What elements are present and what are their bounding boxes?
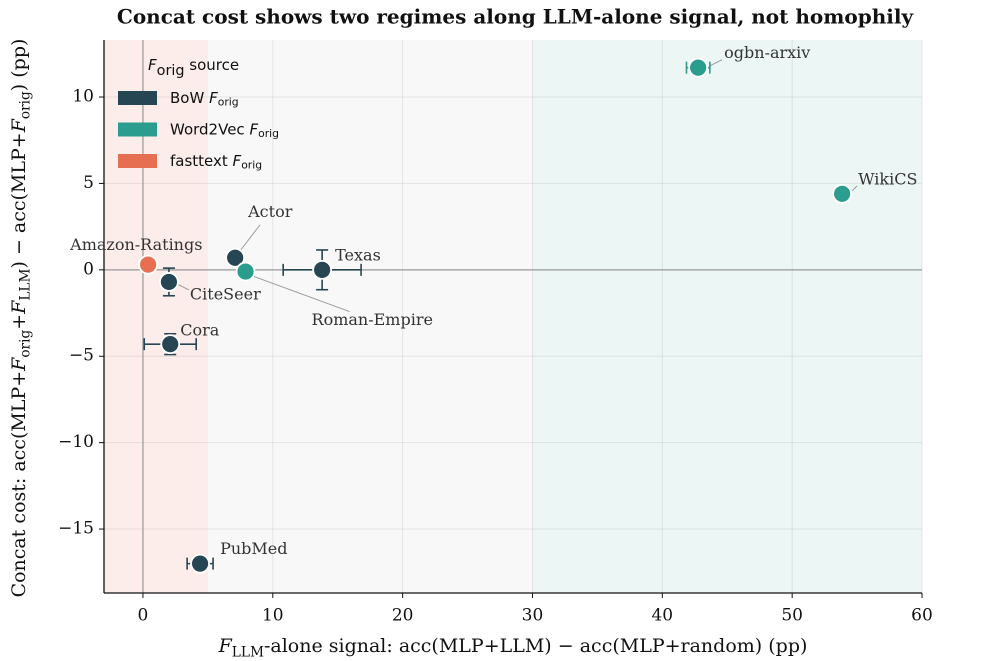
legend-swatch	[118, 154, 157, 168]
text-part: F	[249, 120, 258, 138]
text-part: F	[8, 118, 30, 133]
point-label: Actor	[247, 202, 293, 221]
point-label: WikiCS	[858, 169, 917, 188]
point	[688, 57, 709, 78]
point	[138, 254, 159, 275]
text-part: Concat cost: acc(MLP+	[8, 371, 30, 598]
x-tick-label: 10	[262, 606, 284, 626]
chart-title: Concat cost shows two regimes along LLM-…	[117, 5, 915, 29]
text-part: orig	[157, 63, 185, 79]
leader-line	[239, 224, 261, 252]
text-part: +	[8, 314, 30, 330]
leader-line	[251, 275, 350, 313]
text-part: orig	[258, 127, 279, 140]
x-tick-label: 20	[392, 606, 414, 626]
legend-swatch	[118, 91, 157, 105]
x-axis-label: FLLM-alone signal: acc(MLP+LLM) − acc(ML…	[218, 635, 808, 660]
leader-line	[176, 283, 190, 291]
point-label: ogbn-arxiv	[724, 43, 810, 62]
region	[207, 40, 533, 593]
legend-label: Word2Vec Forig	[170, 120, 279, 140]
y-tick-label: −10	[58, 432, 94, 452]
point	[159, 272, 179, 292]
point	[190, 553, 210, 574]
text-part: LLM	[17, 268, 33, 300]
text-part: F	[218, 635, 233, 657]
text-part: orig	[17, 91, 33, 119]
y-axis-label: Concat cost: acc(MLP+Forig+FLLM) − acc(M…	[8, 39, 33, 598]
point	[312, 259, 333, 280]
x-tick-label: 40	[651, 606, 673, 626]
text-part: F	[8, 300, 30, 315]
point-label: CiteSeer	[190, 284, 261, 303]
text-part: ) (pp)	[8, 39, 30, 92]
text-part: orig	[218, 96, 239, 109]
x-tick-label: 0	[138, 606, 149, 626]
leader-line	[709, 59, 723, 67]
y-tick-label: 5	[83, 173, 94, 193]
point-label: Roman-Empire	[312, 310, 433, 329]
y-tick-label: −15	[58, 519, 94, 539]
text-part: orig	[17, 330, 33, 358]
region	[532, 40, 922, 593]
point-label: Texas	[335, 245, 381, 264]
text-part: F	[148, 56, 157, 74]
text-part: BoW	[170, 89, 209, 107]
x-tick-label: 30	[522, 606, 544, 626]
legend-swatch	[118, 122, 157, 137]
x-tick-label: 60	[911, 606, 933, 626]
point	[832, 183, 853, 204]
text-part: orig	[241, 159, 262, 172]
point-label: Cora	[180, 321, 220, 340]
point	[225, 247, 246, 268]
legend-label: BoW Forig	[170, 89, 239, 109]
y-tick-label: 10	[72, 87, 94, 107]
text-part: source	[185, 56, 240, 74]
text-part: LLM	[232, 644, 264, 660]
text-part: -alone signal: acc(MLP+LLM) − acc(MLP+ra…	[264, 635, 807, 657]
legend-label: fasttext Forig	[170, 152, 262, 172]
legend-title: Forig source	[148, 56, 239, 80]
text-part: F	[8, 357, 30, 372]
text-part: Word2Vec	[170, 120, 249, 138]
point	[235, 261, 256, 282]
text-part: F	[233, 152, 242, 170]
x-tick-label: 50	[781, 606, 803, 626]
point-label: Amazon-Ratings	[69, 235, 202, 254]
point	[160, 334, 181, 355]
text-part: fasttext	[170, 152, 233, 170]
text-part: F	[209, 89, 218, 107]
leader-line	[851, 185, 858, 192]
text-part: ) − acc(MLP+	[8, 132, 30, 268]
y-tick-label: 0	[83, 259, 94, 279]
point-label: PubMed	[220, 539, 287, 558]
y-tick-label: −5	[69, 346, 94, 366]
